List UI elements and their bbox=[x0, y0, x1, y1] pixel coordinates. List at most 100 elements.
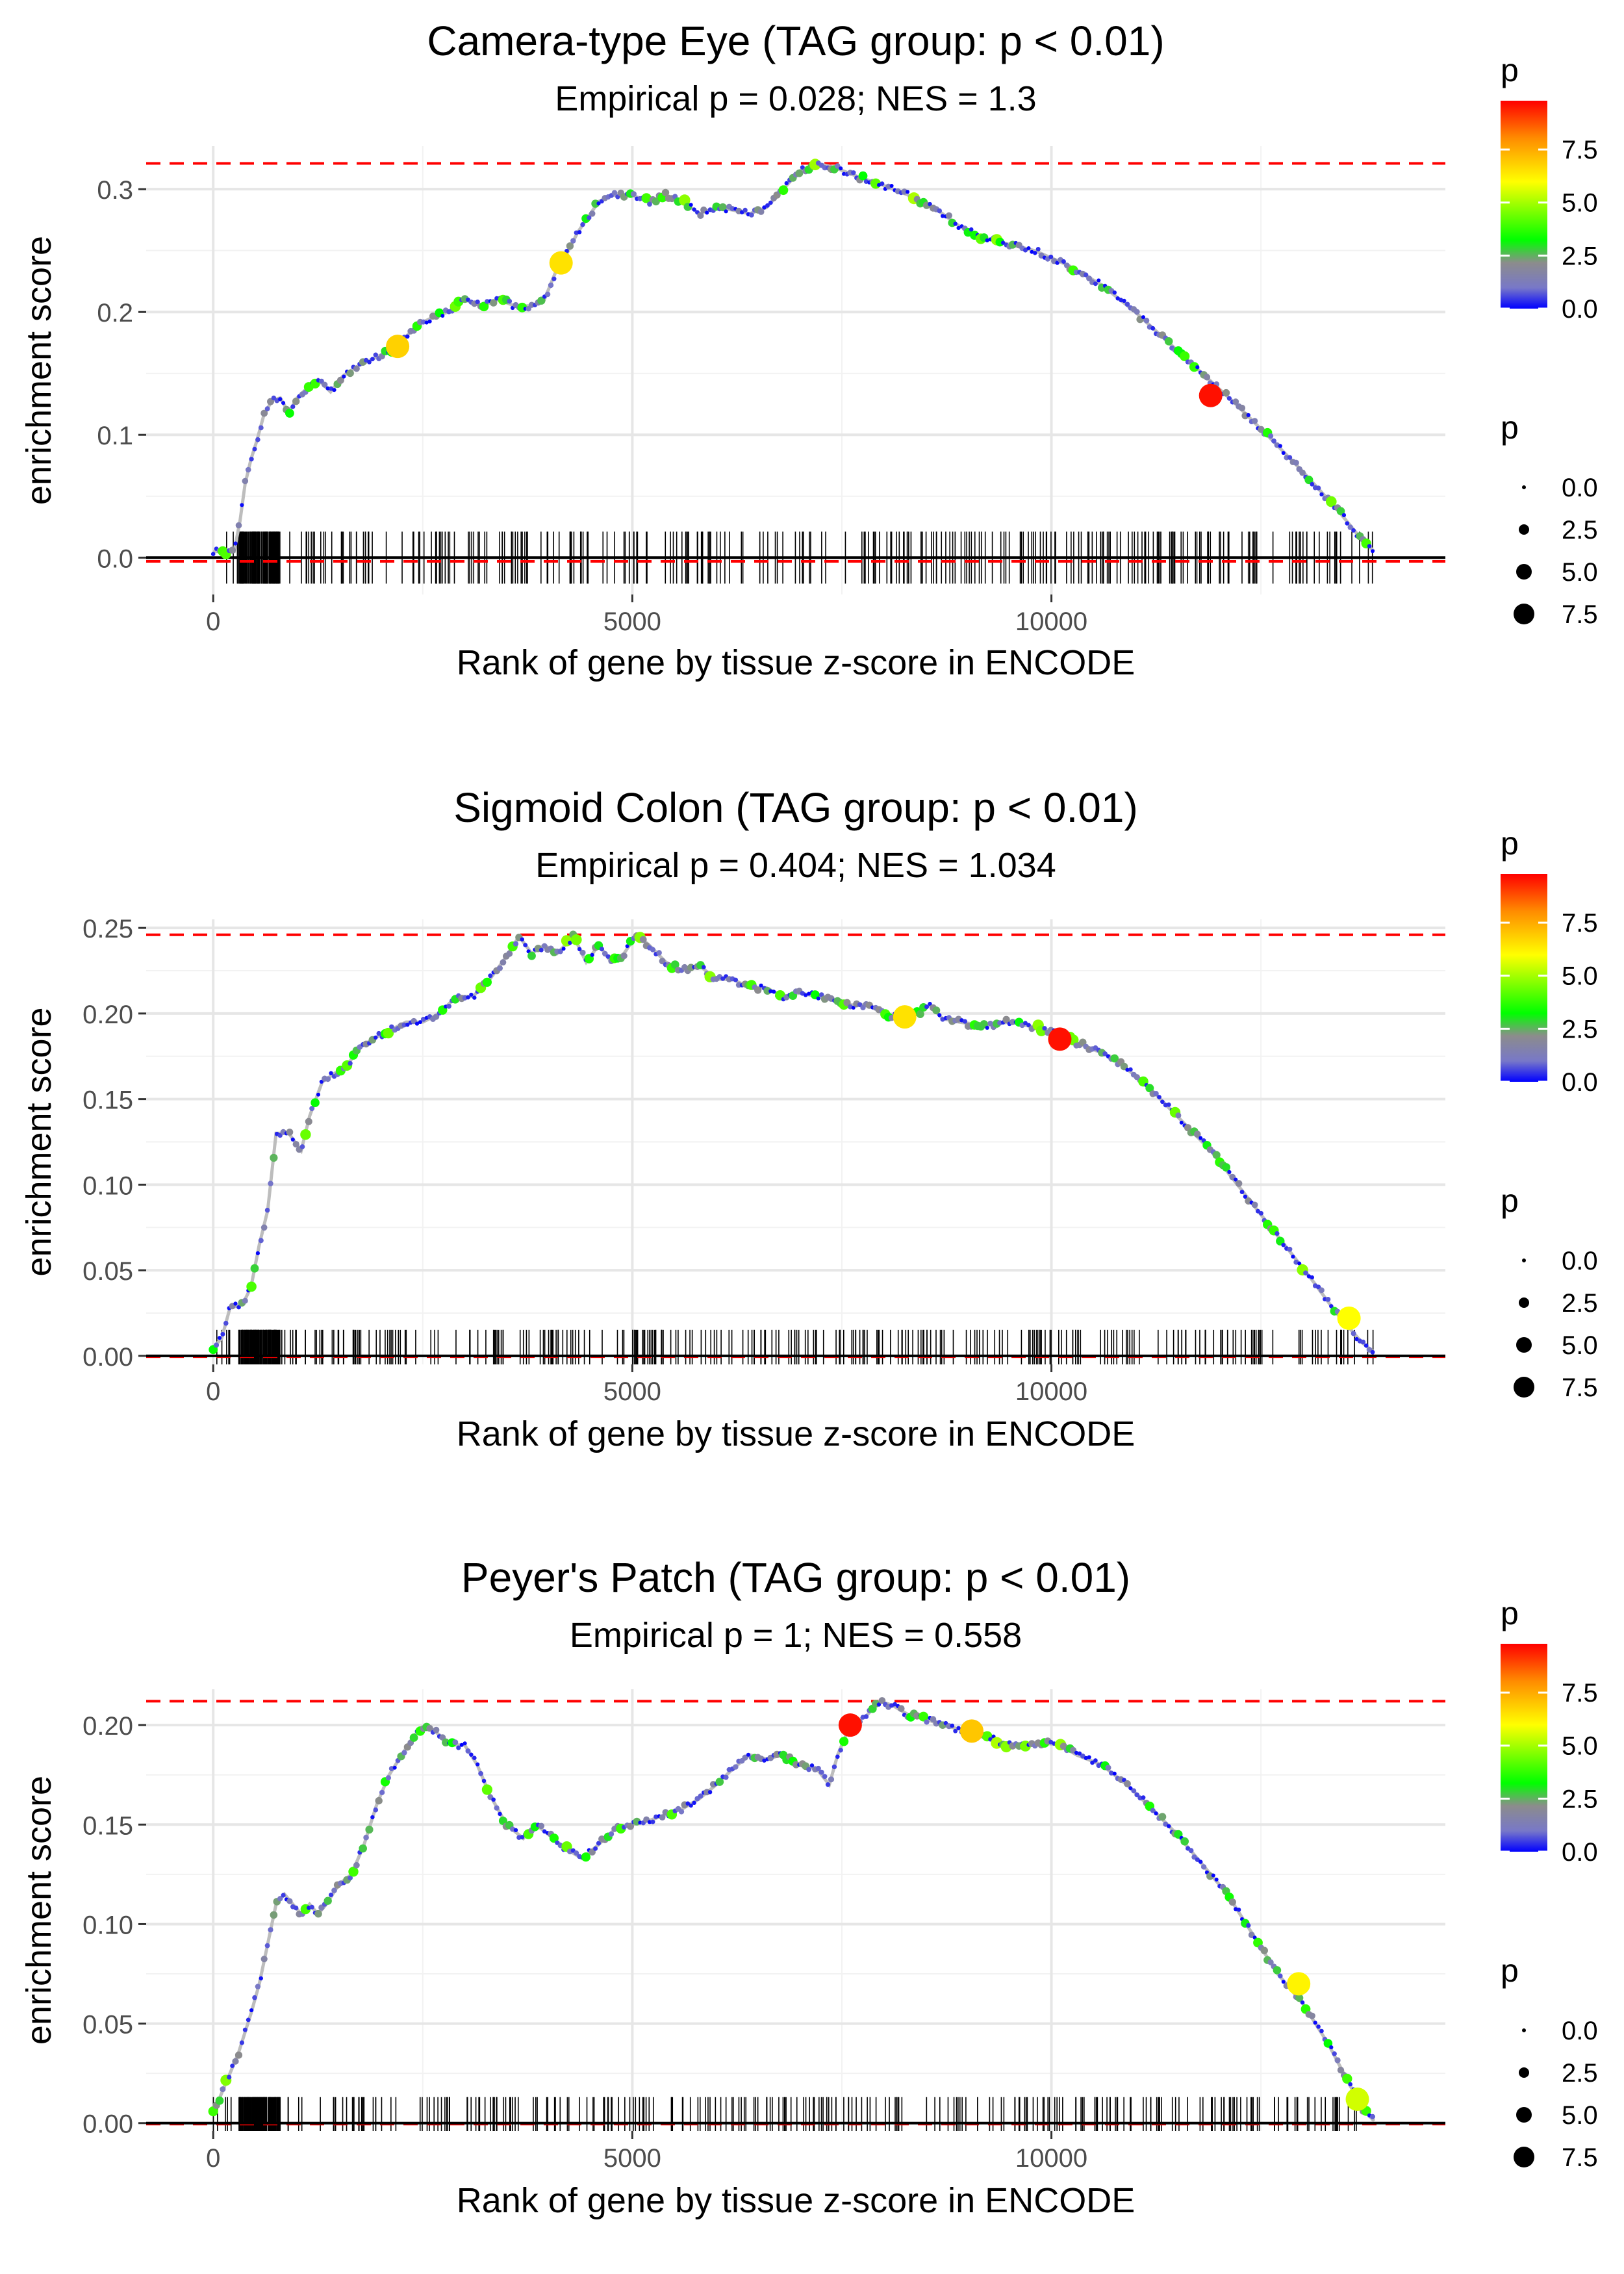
es-point bbox=[1134, 1792, 1139, 1798]
size-legend-title: p bbox=[1501, 409, 1519, 446]
es-point bbox=[322, 381, 328, 388]
es-point bbox=[685, 1801, 691, 1806]
es-point bbox=[220, 2086, 226, 2093]
es-point bbox=[239, 2040, 244, 2045]
es-point bbox=[1273, 1966, 1282, 1974]
es-point bbox=[1267, 1959, 1274, 1965]
size-legend-dot bbox=[1519, 2067, 1529, 2078]
y-tick-label: 0.25 bbox=[82, 915, 133, 943]
es-point bbox=[249, 457, 254, 462]
x-tick-label: 5000 bbox=[603, 607, 661, 636]
es-point bbox=[456, 1745, 461, 1750]
es-point bbox=[733, 977, 738, 982]
es-point bbox=[245, 466, 251, 473]
es-point bbox=[1345, 521, 1350, 526]
es-point bbox=[300, 1129, 311, 1140]
size-legend-dot bbox=[1519, 524, 1529, 535]
es-point bbox=[235, 522, 242, 529]
es-points bbox=[209, 930, 1375, 1355]
es-point bbox=[1199, 1136, 1203, 1140]
color-legend-bar bbox=[1501, 1644, 1547, 1852]
color-legend-label: 2.5 bbox=[1562, 1785, 1598, 1813]
es-point bbox=[953, 222, 958, 226]
es-point bbox=[1166, 1102, 1171, 1107]
es-point bbox=[937, 208, 942, 214]
es-point bbox=[319, 1079, 324, 1084]
es-point bbox=[577, 947, 582, 952]
es-point bbox=[1084, 272, 1089, 277]
es-point bbox=[1158, 1813, 1167, 1821]
es-point bbox=[1023, 1021, 1028, 1026]
es-point bbox=[1234, 1907, 1238, 1911]
es-point bbox=[485, 299, 490, 304]
es-point bbox=[373, 1807, 379, 1813]
es-point bbox=[596, 1841, 602, 1846]
x-tick-label: 0 bbox=[206, 607, 220, 636]
x-tick-label: 10000 bbox=[1015, 2144, 1087, 2173]
es-point bbox=[809, 1763, 815, 1768]
es-point bbox=[305, 1118, 312, 1125]
es-point bbox=[876, 1702, 882, 1707]
es-point bbox=[292, 1141, 299, 1148]
color-legend-title: p bbox=[1501, 52, 1519, 88]
es-point bbox=[1329, 2045, 1334, 2050]
color-legend-bar bbox=[1501, 101, 1547, 309]
es-point bbox=[1074, 1750, 1079, 1755]
es-point bbox=[544, 291, 551, 298]
es-point bbox=[440, 314, 445, 318]
es-point bbox=[689, 1803, 693, 1808]
size-legend-dot bbox=[1516, 1337, 1532, 1353]
es-point bbox=[409, 1733, 418, 1742]
es-point bbox=[1087, 1755, 1091, 1759]
es-point bbox=[433, 1014, 440, 1020]
es-point bbox=[1061, 259, 1066, 264]
es-point bbox=[1246, 1923, 1251, 1928]
es-point bbox=[332, 388, 336, 392]
chart-title: Sigmoid Colon (TAG group: p < 0.01) bbox=[453, 784, 1138, 831]
es-point bbox=[242, 478, 249, 485]
size-legend: p 0.0 2.5 5.0 7.5 bbox=[1501, 409, 1598, 629]
es-point bbox=[652, 198, 660, 206]
es-point bbox=[1234, 1177, 1238, 1182]
es-point bbox=[498, 1811, 502, 1817]
es-point bbox=[1334, 2057, 1341, 2063]
es-point bbox=[246, 1281, 257, 1292]
es-point bbox=[309, 1106, 315, 1112]
es-point bbox=[742, 1754, 748, 1761]
es-point bbox=[537, 296, 546, 305]
es-point bbox=[1200, 1864, 1207, 1870]
es-point bbox=[420, 319, 426, 325]
es-point bbox=[383, 1027, 394, 1039]
es-point bbox=[1222, 1163, 1230, 1172]
es-point bbox=[969, 227, 974, 232]
es-point bbox=[506, 950, 513, 957]
es-point bbox=[733, 1764, 739, 1770]
size-legend-label: 0.0 bbox=[1562, 474, 1598, 502]
size-legend-dot bbox=[1514, 604, 1534, 624]
es-point bbox=[363, 1834, 369, 1841]
es-point bbox=[1164, 337, 1173, 346]
size-legend-label: 7.5 bbox=[1562, 1373, 1598, 1402]
size-legend: p 0.0 2.5 5.0 7.5 bbox=[1501, 1182, 1598, 1402]
es-point bbox=[858, 171, 868, 181]
es-point bbox=[405, 334, 410, 339]
es-point bbox=[325, 1076, 331, 1082]
es-point bbox=[1351, 1331, 1356, 1336]
es-point bbox=[373, 352, 378, 357]
y-tick-label: 0.15 bbox=[82, 1811, 133, 1840]
es-point bbox=[839, 166, 843, 171]
es-point bbox=[376, 1030, 381, 1036]
es-point bbox=[570, 238, 576, 244]
es-point bbox=[1281, 451, 1286, 455]
es-point bbox=[418, 1020, 422, 1025]
es-point bbox=[538, 1822, 545, 1830]
es-point bbox=[281, 1893, 286, 1898]
es-point bbox=[816, 996, 820, 1001]
es-point bbox=[659, 1814, 666, 1820]
es-point bbox=[724, 209, 728, 214]
es-point bbox=[1154, 1811, 1158, 1816]
es-point bbox=[1141, 315, 1145, 320]
color-legend-label: 2.5 bbox=[1562, 1015, 1598, 1043]
es-point bbox=[932, 1006, 941, 1015]
es-point bbox=[1102, 1051, 1108, 1056]
